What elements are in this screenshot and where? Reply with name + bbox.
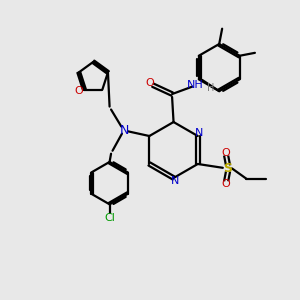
Text: N: N <box>171 176 179 186</box>
Text: O: O <box>75 86 83 96</box>
Text: H: H <box>207 82 214 93</box>
Text: Cl: Cl <box>104 213 115 223</box>
Text: O: O <box>221 179 230 189</box>
Text: O: O <box>145 78 154 88</box>
Text: N: N <box>195 128 203 138</box>
Text: NH: NH <box>187 80 204 90</box>
Text: S: S <box>223 162 232 175</box>
Text: O: O <box>221 148 230 158</box>
Text: N: N <box>120 124 129 136</box>
